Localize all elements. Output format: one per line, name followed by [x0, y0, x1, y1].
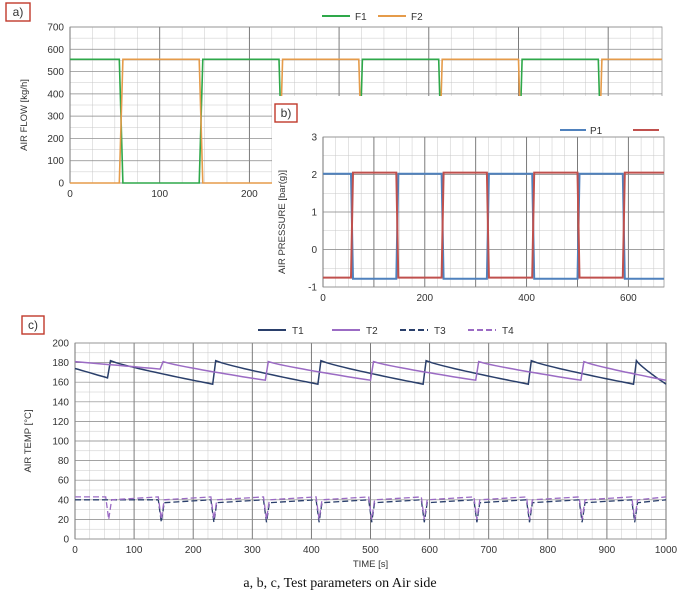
legend-label-t4: T4 [502, 326, 514, 337]
y-tick-label: 180 [52, 358, 69, 369]
y-axis-label: AIR TEMP [°C] [23, 409, 34, 472]
series-line-t2 [74, 360, 667, 382]
y-tick-label: 160 [52, 378, 69, 389]
y-tick-label: 0 [311, 245, 317, 256]
y-tick-label: 100 [52, 437, 69, 448]
y-tick-label: 2 [311, 170, 317, 181]
x-tick-label: 700 [480, 545, 497, 556]
x-tick-label: 400 [518, 293, 535, 304]
y-tick-label: 400 [47, 89, 64, 100]
y-axis-label: AIR FLOW [kg/h] [19, 79, 30, 151]
y-tick-label: 3 [311, 133, 317, 144]
y-tick-label: 0 [63, 535, 69, 546]
panel-c-chart: 0 20 40 60 80 100 120 140 160 180 200 0 100 200 300 400… [21, 315, 678, 570]
x-tick-label: 0 [72, 545, 78, 556]
x-tick-label: 200 [185, 545, 202, 556]
y-tick-label: 100 [47, 156, 64, 167]
y-tick-label: 1 [311, 208, 317, 219]
x-tick-label: 800 [539, 545, 556, 556]
x-tick-label: 400 [303, 545, 320, 556]
y-tick-label: 120 [52, 417, 69, 428]
legend-label-f1: F1 [355, 12, 367, 23]
y-tick-label: 500 [47, 67, 64, 78]
legend-label-t2: T2 [366, 326, 378, 337]
x-tick-label: 0 [67, 189, 73, 200]
y-tick-label: 200 [52, 339, 69, 350]
y-tick-label: 80 [58, 456, 70, 467]
y-tick-label: 300 [47, 112, 64, 123]
x-tick-label: 200 [241, 189, 258, 200]
panel-b-label: b) [281, 106, 292, 120]
x-tick-label: 200 [416, 293, 433, 304]
x-tick-label: 1000 [655, 545, 678, 556]
y-tick-label: 600 [47, 45, 64, 56]
y-axis-label: AIR PRESSURE [bar(g)] [277, 170, 288, 274]
y-tick-label: 140 [52, 397, 69, 408]
series-line-t3 [75, 499, 667, 523]
x-tick-label: 100 [126, 545, 143, 556]
y-tick-label: 40 [58, 495, 70, 506]
panel-a-label-box [5, 2, 31, 22]
x-tick-label: 500 [362, 545, 379, 556]
legend-label-t1: T1 [292, 326, 304, 337]
x-tick-label: 100 [151, 189, 168, 200]
y-tick-label: 700 [47, 23, 64, 34]
series-line-t1 [74, 358, 667, 386]
panel-c-label-box [21, 315, 45, 335]
y-tick-label: 200 [47, 134, 64, 145]
figure-caption: a, b, c, Test parameters on Air side [243, 576, 436, 591]
x-axis-label: TIME [s] [353, 559, 388, 570]
legend-label-p1: P1 [590, 126, 603, 137]
x-tick-label: 900 [599, 545, 616, 556]
panel-b-label-box [274, 103, 298, 123]
series-line-t4 [75, 496, 667, 520]
x-tick-label: 300 [244, 545, 261, 556]
series-line-p2 [323, 171, 664, 279]
panel-c-label: c) [28, 318, 38, 332]
y-tick-label: 0 [58, 179, 64, 190]
x-tick-label: 600 [620, 293, 637, 304]
legend-label-f2: F2 [411, 12, 423, 23]
y-tick-label: -1 [308, 283, 317, 294]
y-tick-label: 60 [58, 476, 70, 487]
x-tick-label: 0 [320, 293, 326, 304]
legend-label-t3: T3 [434, 326, 446, 337]
y-tick-label: 20 [58, 515, 70, 526]
panel-a-label: a) [13, 5, 24, 19]
x-tick-label: 600 [421, 545, 438, 556]
